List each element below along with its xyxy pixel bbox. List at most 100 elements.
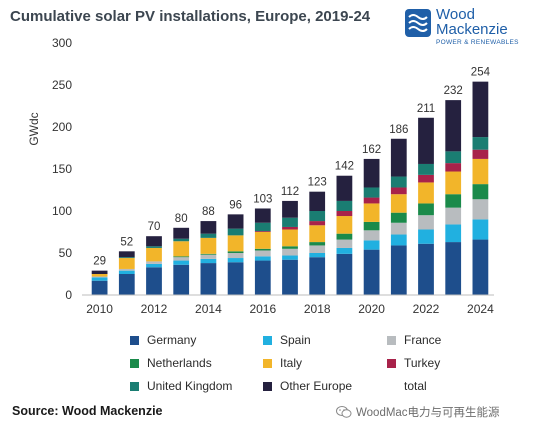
bar-segment-united-kingdom — [254, 222, 271, 232]
bar-segment-united-kingdom — [227, 228, 244, 236]
bar-segment-germany — [118, 274, 135, 295]
bar-segment-turkey — [472, 149, 489, 159]
bar-segment-other-europe — [363, 158, 380, 188]
bar-segment-netherlands — [445, 194, 462, 208]
bar-segment-other-europe — [390, 138, 407, 177]
logo-text-line1: Wood — [436, 6, 475, 23]
bar-total-label: 70 — [148, 221, 161, 233]
bar-segment-italy — [418, 182, 434, 204]
x-tick-label: 2014 — [195, 302, 222, 316]
bar-total-label: 142 — [335, 161, 354, 173]
bar-segment-france — [118, 268, 135, 271]
bar-total-label: 162 — [362, 144, 381, 156]
bar-segment-other-europe — [336, 175, 353, 201]
bar-total-label: 52 — [120, 236, 133, 248]
bar-segment-italy — [118, 258, 135, 269]
bar-segment-netherlands — [418, 203, 434, 216]
bar-segment-other-europe — [146, 236, 162, 247]
bar-segment-italy — [445, 171, 462, 195]
y-tick-label: 0 — [65, 288, 72, 302]
bar-segment-netherlands — [173, 256, 190, 258]
bar-segment-netherlands — [336, 233, 353, 240]
bar-segment-italy — [472, 158, 489, 185]
y-tick-label: 150 — [52, 162, 72, 176]
bar-segment-france — [282, 248, 298, 256]
x-tick-label: 2012 — [141, 302, 168, 316]
bar-segment-netherlands — [390, 212, 407, 223]
bar-segment-turkey — [254, 231, 271, 232]
bar-segment-other-europe — [418, 117, 434, 164]
bar-segment-spain — [336, 247, 353, 254]
bar-total-label: 123 — [308, 177, 327, 189]
bar-segment-netherlands — [472, 184, 489, 200]
bar-segment-turkey — [445, 163, 462, 172]
bar-segment-spain — [146, 263, 162, 268]
watermark-text: WoodMac电力与可再生能源 — [356, 407, 500, 419]
y-tick-label: 200 — [52, 120, 72, 134]
bar-segment-germany — [146, 267, 162, 295]
bar-segment-germany — [336, 253, 353, 295]
bar-segment-united-kingdom — [118, 257, 135, 259]
x-tick-label: 2022 — [413, 302, 440, 316]
bar-segment-united-kingdom — [336, 200, 353, 211]
bar-segment-turkey — [282, 226, 298, 230]
bar-segment-france — [472, 199, 489, 220]
bar-segment-spain — [282, 255, 298, 260]
bar-segment-germany — [173, 264, 190, 295]
bar-segment-turkey — [309, 221, 326, 226]
bar-segment-turkey — [390, 187, 407, 195]
source-note: Source: Wood Mackenzie — [12, 404, 163, 418]
bar-segment-netherlands — [309, 242, 326, 246]
chart-title: Cumulative solar PV installations, Europ… — [10, 8, 371, 25]
bar-segment-united-kingdom — [390, 176, 407, 188]
bar-segment-france — [309, 245, 326, 253]
bar-segment-italy — [254, 232, 271, 249]
bar-segment-italy — [390, 194, 407, 213]
bar-segment-other-europe — [227, 214, 244, 229]
bar-segment-italy — [309, 225, 326, 243]
bar-total-label: 186 — [389, 124, 408, 136]
bar-segment-other-europe — [200, 221, 217, 234]
x-tick-label: 2010 — [86, 302, 113, 316]
bar-total-label: 96 — [229, 199, 242, 211]
bar-segment-turkey — [418, 174, 434, 183]
bar-segment-other-europe — [282, 200, 298, 218]
bar-segment-other-europe — [173, 227, 190, 239]
wood-mackenzie-logo: Wood Mackenzie POWER & RENEWABLES — [404, 6, 534, 50]
bar-segment-other-europe — [91, 270, 108, 274]
bar-segment-spain — [472, 219, 489, 240]
bar-segment-germany — [418, 243, 434, 295]
bar-segment-other-europe — [309, 191, 326, 211]
bar-total-label: 80 — [175, 213, 188, 225]
bar-segment-united-kingdom — [418, 163, 434, 175]
bar-segment-united-kingdom — [363, 187, 380, 198]
y-tick-label: 250 — [52, 78, 72, 92]
wood-mackenzie-logo-mark-icon — [405, 9, 431, 37]
bar-segment-spain — [227, 258, 244, 263]
bar-segment-netherlands — [227, 251, 244, 253]
y-tick-label: 100 — [52, 204, 72, 218]
bar-segment-france — [390, 222, 407, 235]
bar-segment-other-europe — [445, 100, 462, 152]
bar-segment-other-europe — [118, 251, 135, 258]
bar-segment-italy — [227, 235, 244, 252]
wechat-icon — [336, 406, 352, 418]
bar-total-label: 29 — [93, 256, 106, 268]
bar-segment-france — [445, 207, 462, 225]
bar-segment-france — [363, 230, 380, 241]
bar-segment-france — [200, 254, 217, 259]
bar-segment-germany — [472, 239, 489, 295]
bar-segment-spain — [200, 258, 217, 264]
bar-segment-spain — [173, 260, 190, 265]
bar-segment-france — [173, 257, 190, 261]
bar-segment-netherlands — [200, 253, 217, 255]
bar-segment-germany — [91, 280, 108, 295]
bar-segment-spain — [309, 253, 326, 258]
bar-segment-germany — [363, 249, 380, 295]
bar-segment-united-kingdom — [445, 151, 462, 164]
bar-segment-turkey — [363, 197, 380, 204]
bar-segment-spain — [363, 240, 380, 250]
bar-segment-germany — [200, 263, 217, 295]
bar-segment-germany — [390, 245, 407, 295]
bar-segment-germany — [254, 260, 271, 295]
